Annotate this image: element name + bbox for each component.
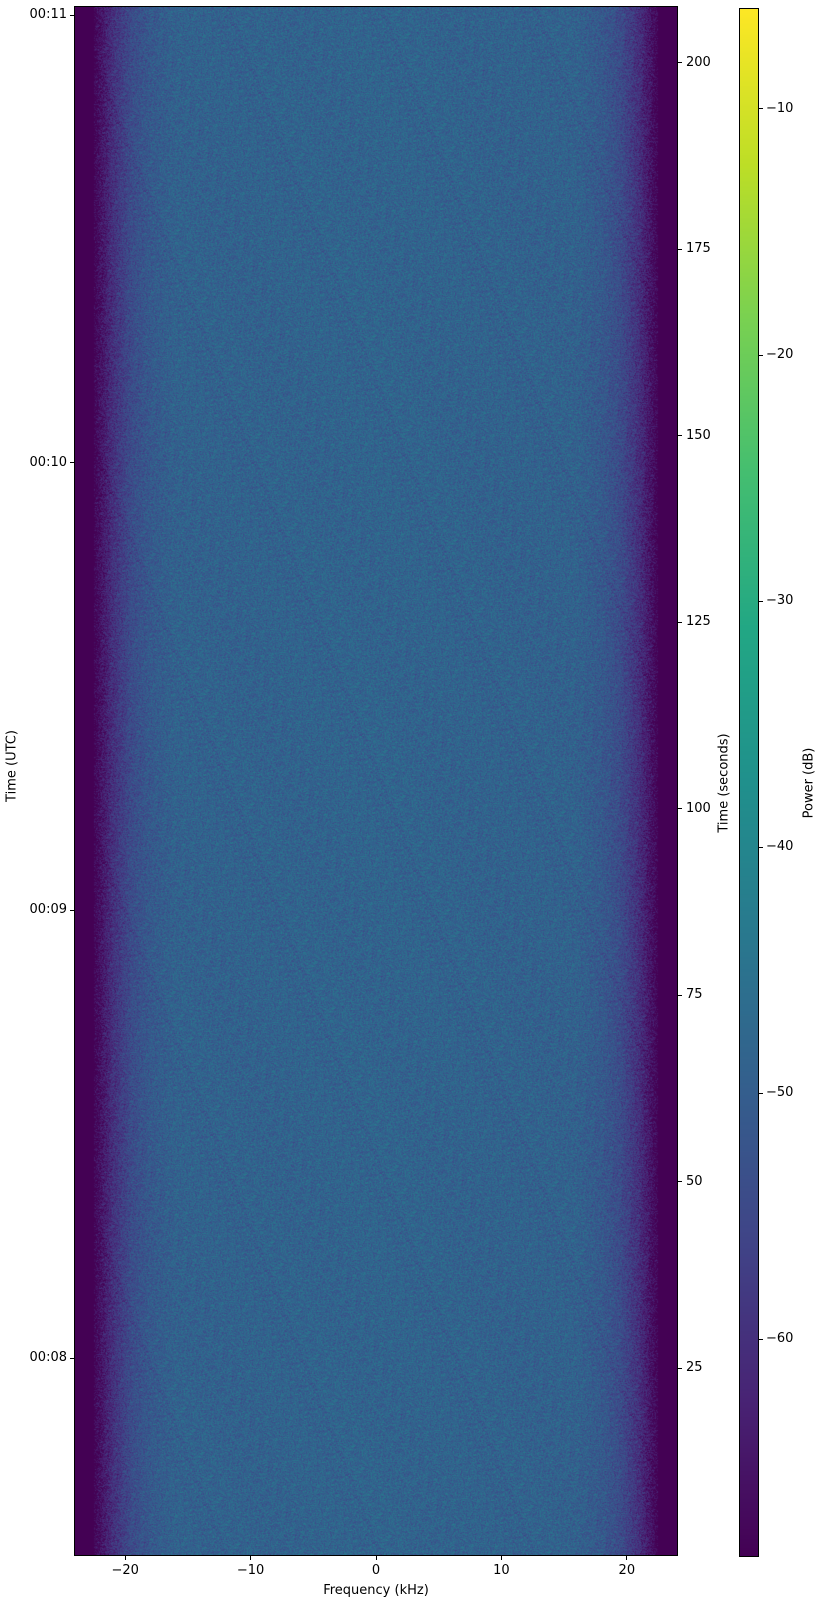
y2-tick-label: 75 <box>686 987 703 1003</box>
y-tick <box>70 909 75 911</box>
colorbar-tick-label: −40 <box>766 839 794 855</box>
spectrogram-heatmap <box>75 7 677 1555</box>
colorbar <box>739 8 759 1557</box>
y2-tick <box>677 1367 682 1369</box>
x-tick <box>500 1555 502 1560</box>
colorbar-tick-label: −10 <box>766 100 794 116</box>
y2-tick-label: 50 <box>686 1173 703 1189</box>
x-tick <box>375 1555 377 1560</box>
colorbar-tick <box>758 600 763 602</box>
colorbar-tick-label: −30 <box>766 593 794 609</box>
y-axis-label-utc: Time (UTC) <box>4 730 20 802</box>
colorbar-tick <box>758 354 763 356</box>
colorbar-tick <box>758 846 763 848</box>
colorbar-tick-label: −50 <box>766 1085 794 1101</box>
y2-tick <box>677 1181 682 1183</box>
x-tick-label: 0 <box>371 1563 381 1578</box>
y2-tick-label: 150 <box>686 427 711 443</box>
y-axis-label-seconds: Time (seconds) <box>716 733 732 833</box>
y-tick-label: 00:10 <box>29 454 67 470</box>
colorbar-tick <box>758 1338 763 1340</box>
y2-tick-label: 25 <box>686 1360 703 1376</box>
y2-tick-label: 125 <box>686 614 711 630</box>
y-tick <box>70 1357 75 1359</box>
colorbar-tick-label: −60 <box>766 1331 794 1347</box>
colorbar-tick <box>758 1092 763 1094</box>
y2-tick <box>677 621 682 623</box>
x-tick-label: 10 <box>493 1563 510 1578</box>
y-tick-label: 00:09 <box>29 902 67 918</box>
x-tick <box>626 1555 628 1560</box>
spectrogram-plot <box>75 7 677 1555</box>
y2-tick <box>677 248 682 250</box>
colorbar-tick-label: −20 <box>766 347 794 362</box>
y2-tick-label: 200 <box>686 54 711 70</box>
x-axis-label: Frequency (kHz) <box>323 1583 429 1598</box>
colorbar-label: Power (dB) <box>801 747 817 819</box>
y-tick <box>70 462 75 464</box>
x-tick-label: 20 <box>618 1563 636 1578</box>
y-tick <box>70 14 75 16</box>
y2-tick <box>677 994 682 996</box>
x-tick-label: −20 <box>111 1563 139 1578</box>
x-tick-label: −10 <box>236 1563 265 1578</box>
y2-tick <box>677 62 682 64</box>
x-tick <box>250 1555 252 1560</box>
y-tick-label: 00:08 <box>29 1350 67 1366</box>
y2-tick-label: 175 <box>686 241 711 257</box>
y-tick-label: 00:11 <box>29 7 67 23</box>
colorbar-tick <box>758 108 763 110</box>
x-tick <box>124 1555 126 1560</box>
y2-tick <box>677 435 682 437</box>
y2-tick-label: 100 <box>686 800 711 816</box>
y2-tick <box>677 808 682 810</box>
